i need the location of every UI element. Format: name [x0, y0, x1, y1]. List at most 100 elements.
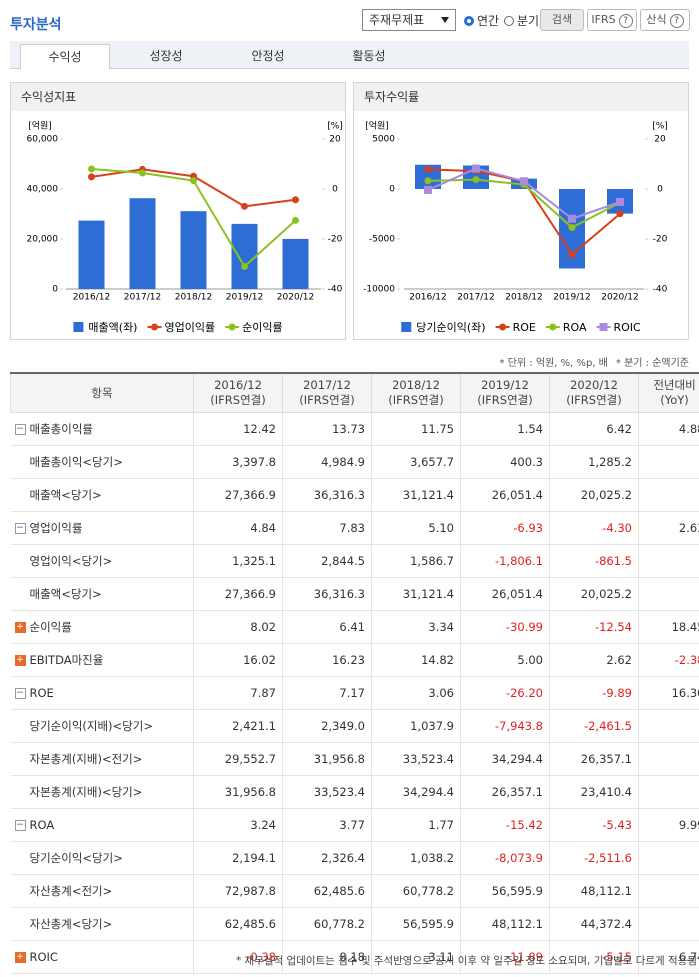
- table-row: 자산총계<전기> 72,987.8 62,485.6 60,778.2 56,595.9…: [10, 874, 699, 908]
- value-cell: 7.87: [193, 676, 283, 710]
- header-text: (IFRS연결): [566, 393, 622, 407]
- row-label: EBITDA마진율: [29, 653, 104, 667]
- row-label-cell: − 매출총이익률: [10, 412, 194, 446]
- value-cell: 1.77: [371, 808, 461, 842]
- tab[interactable]: 성장성: [149, 49, 183, 63]
- value-cell: 400.3: [460, 445, 550, 479]
- header-text: 2018/12: [392, 378, 440, 392]
- yoy-cell: 4.88: [638, 412, 699, 446]
- tab[interactable]: 수익성: [20, 44, 110, 69]
- header-text: 2020/12: [570, 378, 618, 392]
- value-cell: 56,595.9: [460, 874, 550, 908]
- y-unit: [억원]: [28, 120, 52, 132]
- yoy-cell: [638, 742, 699, 776]
- value-cell: 72,987.8: [193, 874, 283, 908]
- row-label: 자본총계(지배)<전기>: [29, 752, 143, 766]
- row-label: 매출액<당기>: [29, 488, 102, 502]
- value-cell: 26,051.4: [460, 478, 550, 512]
- button-label: IFRS: [591, 13, 616, 26]
- column-header: 2017/12 (IFRS연결): [282, 372, 372, 413]
- value-cell: 2,194.1: [193, 841, 283, 875]
- radio-quarter[interactable]: 분기: [504, 12, 539, 29]
- row-label: 당기순이익(지배)<당기>: [29, 719, 153, 733]
- y2-tick-label: -20: [653, 235, 668, 245]
- statement-select[interactable]: 주재무제표: [362, 9, 456, 31]
- legend-marker: [228, 323, 236, 331]
- toggle-icon[interactable]: −: [14, 424, 26, 435]
- toggle-icon[interactable]: +: [14, 655, 26, 666]
- header-text: 2017/12: [303, 378, 351, 392]
- value-cell: -2,461.5: [549, 709, 639, 743]
- row-label-cell: 매출액<당기>: [10, 478, 194, 512]
- row-label: 순이익률: [29, 620, 72, 634]
- bar: [129, 198, 156, 289]
- value-cell: 6.42: [549, 412, 639, 446]
- yoy-cell: 18.45: [638, 610, 699, 644]
- value-cell: 2,326.4: [282, 841, 372, 875]
- row-label: 자본총계(지배)<당기>: [29, 785, 143, 799]
- legend-label: ROIC: [613, 321, 641, 334]
- y2-tick-label: -40: [328, 285, 343, 295]
- toggle-icon[interactable]: −: [14, 523, 26, 534]
- value-cell: 3.77: [282, 808, 372, 842]
- marker: [424, 177, 432, 185]
- row-label: ROE: [29, 686, 54, 700]
- column-header: 2020/12 (IFRS연결): [549, 372, 639, 413]
- row-label: 영업이익<당기>: [29, 554, 113, 568]
- yoy-cell: 6.74: [638, 940, 699, 974]
- yoy-cell: [638, 841, 699, 875]
- value-cell: 2,844.5: [282, 544, 372, 578]
- page-title: 투자분석: [10, 17, 62, 33]
- marker: [520, 177, 528, 186]
- value-cell: 26,051.4: [460, 577, 550, 611]
- value-cell: -5.43: [549, 808, 639, 842]
- row-label: 당기순이익<당기>: [29, 851, 123, 865]
- legend-label: 매출액(좌): [88, 321, 137, 334]
- note: * 분기 : 순액기준: [615, 358, 689, 369]
- value-cell: -861.5: [549, 544, 639, 578]
- table-row: 자본총계(지배)<전기> 29,552.7 31,956.8 33,523.4 34,2…: [10, 742, 699, 776]
- tab[interactable]: 활동성: [352, 49, 386, 63]
- value-cell: 1,285.2: [549, 445, 639, 479]
- column-header: 2016/12 (IFRS연결): [193, 372, 283, 413]
- tab[interactable]: 안정성: [251, 49, 285, 63]
- marker: [292, 196, 299, 204]
- marker: [424, 165, 432, 173]
- x-tick-label: 2020/12: [601, 293, 638, 303]
- y2-tick-label: -40: [653, 285, 668, 295]
- legend-swatch: [401, 322, 412, 332]
- marker: [568, 224, 576, 232]
- value-cell: 1,038.2: [371, 841, 461, 875]
- toggle-icon[interactable]: −: [14, 688, 26, 699]
- chart-panel: 투자수익률 [억원] [%] -10000 -5000 0 5000 -40 -20 0 20 201…: [353, 82, 689, 340]
- marker: [292, 216, 299, 224]
- x-tick-label: 2017/12: [457, 293, 494, 303]
- search-button[interactable]: 검색: [540, 9, 584, 31]
- row-label-cell: 자본총계(지배)<당기>: [10, 775, 194, 809]
- legend-marker: [599, 323, 608, 331]
- row-label-cell: + ROIC: [10, 940, 194, 974]
- radio-annual[interactable]: 연간: [464, 12, 499, 29]
- value-cell: -7,943.8: [460, 709, 550, 743]
- header-row: 항목 2016/12 (IFRS연결) 2017/12 (IFRS연결) 2018/12(…: [10, 372, 699, 413]
- value-cell: -8,073.9: [460, 841, 550, 875]
- value-cell: 16.23: [282, 643, 372, 677]
- value-cell: 5.00: [460, 643, 550, 677]
- legend-item: 순이익률: [225, 321, 283, 334]
- value-cell: 13.73: [282, 412, 372, 446]
- value-cell: 12.42: [193, 412, 283, 446]
- toggle-icon[interactable]: +: [14, 952, 26, 963]
- legend-item: ROA: [545, 321, 587, 334]
- value-cell: -30.99: [460, 610, 550, 644]
- toggle-icon[interactable]: +: [14, 622, 26, 633]
- y-tick-label: 20,000: [27, 235, 59, 245]
- toggle-icon[interactable]: −: [14, 820, 26, 831]
- y2-tick-label: 0: [332, 185, 338, 195]
- value-cell: 4,984.9: [282, 445, 372, 479]
- ifrs-button[interactable]: IFRS?: [587, 9, 637, 31]
- bar: [282, 238, 309, 289]
- value-cell: 3.11: [371, 940, 461, 974]
- formula-button[interactable]: 산식?: [640, 9, 690, 31]
